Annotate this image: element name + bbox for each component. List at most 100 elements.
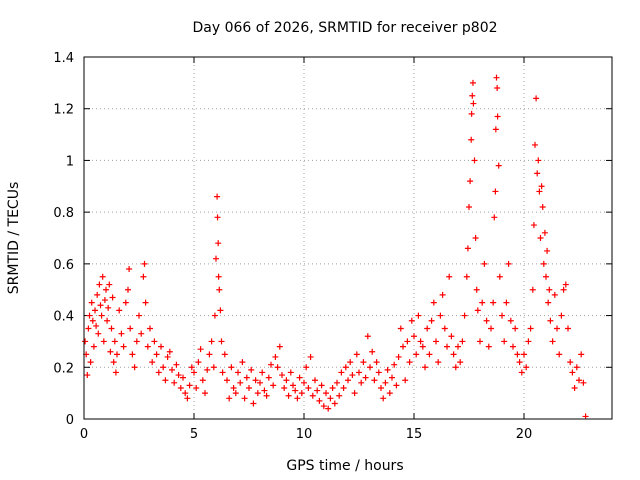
data-point (241, 395, 248, 402)
data-point (477, 338, 483, 345)
data-point (230, 384, 237, 391)
data-point (90, 343, 97, 350)
data-point (214, 214, 221, 221)
data-point (204, 366, 211, 373)
y-tick-label: 0.8 (53, 206, 74, 221)
data-point (131, 364, 138, 371)
data-point (580, 379, 587, 386)
data-point (199, 377, 206, 384)
data-point (206, 351, 213, 358)
data-point (397, 325, 404, 332)
data-point (202, 390, 208, 397)
data-point (103, 286, 109, 293)
data-point (378, 384, 384, 391)
data-point (107, 348, 114, 355)
data-point (347, 359, 354, 366)
data-point (129, 351, 136, 358)
data-point (105, 304, 112, 311)
data-point (215, 273, 222, 280)
data-point (530, 222, 537, 229)
data-point (257, 379, 263, 386)
data-point (435, 359, 442, 366)
data-point (543, 273, 549, 280)
data-point (430, 299, 437, 306)
data-point (100, 338, 107, 345)
data-point (562, 281, 569, 288)
data-point (248, 366, 255, 373)
data-point (261, 387, 268, 394)
data-point (320, 403, 327, 410)
data-point (235, 369, 241, 376)
data-point (532, 141, 538, 148)
data-point (243, 374, 250, 381)
data-point (448, 333, 455, 340)
data-point (294, 395, 301, 402)
data-point (274, 364, 281, 371)
data-point (535, 157, 542, 164)
data-point (164, 353, 171, 360)
data-point (391, 361, 398, 368)
data-point (358, 379, 365, 386)
data-point (467, 178, 474, 185)
data-point (298, 390, 305, 397)
data-point (505, 260, 512, 267)
data-point (510, 343, 516, 350)
data-point (250, 400, 257, 407)
data-point (101, 297, 108, 304)
data-point (514, 351, 521, 358)
data-point (325, 405, 332, 412)
data-point (356, 369, 362, 376)
data-point (353, 351, 360, 358)
y-tick-label: 1 (66, 154, 74, 169)
data-point (512, 325, 519, 332)
data-point (496, 273, 503, 280)
data-point (331, 400, 338, 407)
data-point (86, 312, 93, 319)
data-point (109, 294, 116, 301)
data-point (439, 291, 446, 298)
data-point (141, 260, 148, 267)
data-point (166, 348, 173, 355)
data-point (125, 286, 131, 293)
data-point (471, 157, 478, 164)
data-point (276, 343, 283, 350)
data-point (408, 317, 415, 324)
data-point (112, 369, 119, 376)
data-point (239, 359, 246, 366)
data-point (138, 330, 145, 337)
data-point (565, 325, 571, 332)
data-point (433, 338, 439, 345)
data-point (246, 384, 252, 391)
data-point (468, 136, 475, 143)
data-point (118, 330, 125, 337)
data-point (180, 374, 186, 381)
data-point (492, 188, 499, 195)
data-point (360, 359, 367, 366)
data-point (268, 361, 274, 368)
data-point (158, 343, 164, 350)
data-point (582, 413, 589, 420)
data-point (464, 245, 471, 252)
data-point (272, 353, 279, 360)
data-point (342, 364, 349, 371)
data-point (217, 307, 224, 314)
data-point (501, 338, 508, 345)
data-point (472, 235, 479, 241)
data-point (216, 286, 223, 293)
data-point (417, 338, 424, 345)
data-point (259, 369, 266, 376)
data-point (208, 338, 215, 345)
data-point (98, 312, 105, 319)
data-point (551, 291, 558, 298)
data-point (499, 312, 505, 319)
data-point (144, 343, 151, 350)
data-point (171, 379, 178, 386)
data-point (314, 387, 321, 394)
data-point (87, 359, 94, 366)
data-point (386, 390, 393, 397)
data-point (104, 317, 111, 324)
data-point (127, 325, 134, 332)
data-point (197, 346, 204, 353)
data-point (136, 312, 142, 319)
